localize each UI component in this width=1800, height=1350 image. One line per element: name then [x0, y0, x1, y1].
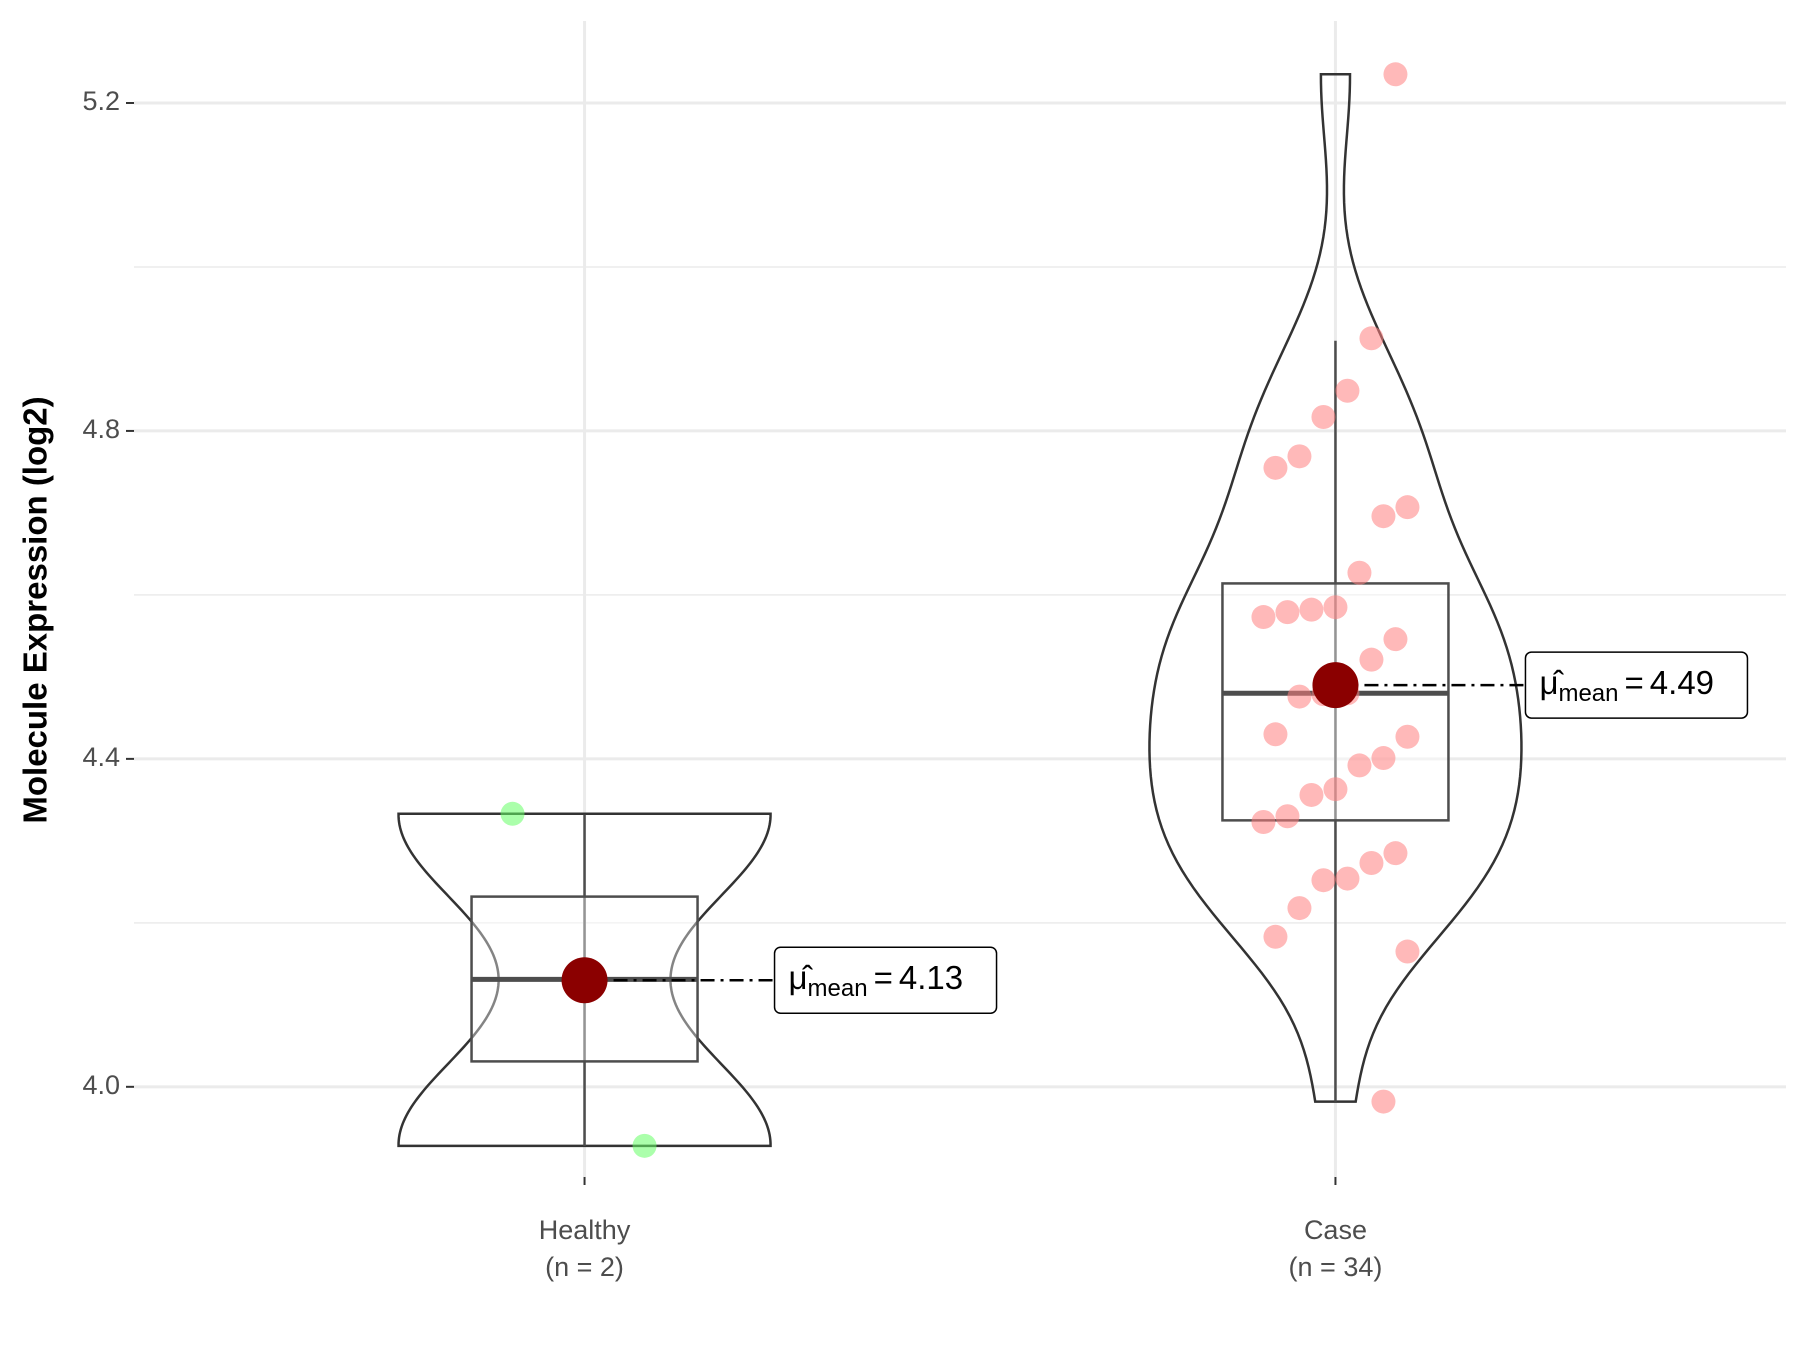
data-point: [1263, 924, 1288, 949]
data-point: [1371, 746, 1396, 771]
mean-subscript: mean: [1558, 680, 1618, 707]
data-point: [1275, 600, 1300, 625]
mean-subscript: mean: [808, 976, 868, 1003]
data-point: [1383, 627, 1408, 652]
data-point: [1383, 62, 1408, 87]
mean-point: [561, 957, 608, 1004]
y-tick-label: 4.8: [82, 414, 120, 444]
data-point: [1347, 560, 1372, 585]
data-point: [1263, 455, 1288, 480]
mean-label: μ̂mean = 4.13: [789, 959, 964, 1003]
mean-point: [1312, 662, 1359, 709]
data-point: [1263, 722, 1288, 747]
data-point: [1335, 866, 1360, 891]
data-point: [1323, 777, 1348, 802]
x-tick-sublabel: (n = 2): [545, 1252, 624, 1282]
data-point: [1395, 724, 1420, 749]
x-tick-label: Healthy: [539, 1215, 631, 1245]
violin: [1148, 73, 1523, 1103]
y-tick-label: 4.0: [82, 1070, 120, 1100]
y-tick-label: 4.4: [82, 742, 120, 772]
mean-value: 4.49: [1650, 664, 1714, 701]
data-point: [1299, 782, 1324, 807]
mean-label-box: [1524, 651, 1749, 719]
mean-value: 4.13: [899, 959, 963, 996]
data-point: [500, 801, 525, 826]
data-point: [632, 1133, 657, 1158]
data-point: [1311, 404, 1336, 429]
y-axis-title: Molecule Expression (log2): [17, 396, 54, 823]
data-point: [1335, 378, 1360, 403]
data-point: [1275, 804, 1300, 829]
mean-equals: =: [1625, 664, 1644, 701]
data-point: [1251, 810, 1276, 835]
data-point: [1323, 595, 1348, 620]
data-point: [1395, 939, 1420, 964]
x-tick-sublabel: (n = 34): [1289, 1252, 1383, 1282]
mean-equals: =: [874, 959, 893, 996]
data-point: [1251, 605, 1276, 630]
data-point: [1311, 868, 1336, 893]
data-point: [1359, 850, 1384, 875]
mean-label: μ̂mean = 4.49: [1539, 664, 1714, 708]
data-point: [1287, 684, 1312, 709]
data-point: [1299, 597, 1324, 622]
data-point: [1287, 896, 1312, 921]
data-point: [1347, 753, 1372, 778]
data-point: [1371, 504, 1396, 529]
data-point: [1371, 1089, 1396, 1114]
data-point: [1395, 495, 1420, 520]
x-tick-label: Case: [1304, 1215, 1367, 1245]
data-point: [1383, 841, 1408, 866]
data-point: [1359, 326, 1384, 351]
data-point: [1287, 444, 1312, 469]
y-tick-label: 5.2: [82, 86, 120, 116]
mean-label-box: [773, 946, 998, 1014]
data-point: [1359, 647, 1384, 672]
